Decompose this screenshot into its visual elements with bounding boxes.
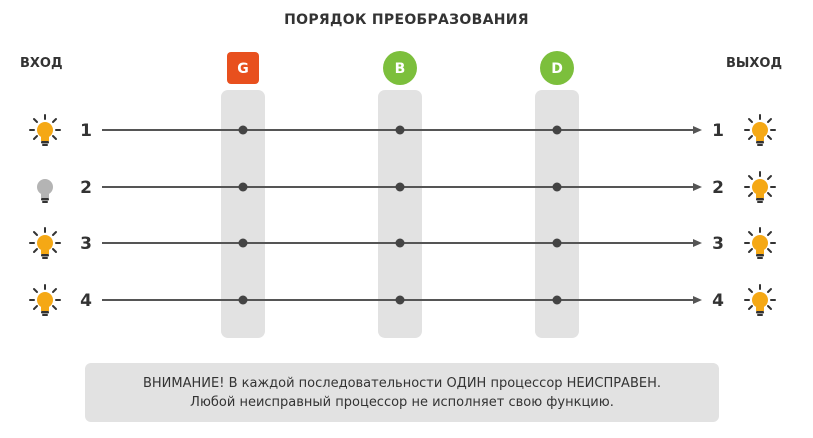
- warning-line-1: ВНИМАНИЕ! В каждой последовательности ОД…: [142, 375, 661, 391]
- processor-node: [238, 238, 248, 248]
- warning-line-2: Любой неисправный процессор не исполняет…: [190, 394, 614, 410]
- processor-badge-g: G: [227, 52, 259, 84]
- processor-column-g: [221, 90, 265, 338]
- processor-badge-b: B: [383, 51, 417, 85]
- processor-node: [395, 238, 405, 248]
- processor-letter: B: [395, 61, 406, 77]
- processor-column-b: [378, 90, 422, 338]
- input-bulb-icon: [29, 114, 61, 146]
- processor-node: [238, 125, 248, 135]
- processor-letter: G: [237, 61, 249, 77]
- processor-column-d: [535, 90, 579, 338]
- arrow-head-icon: [693, 183, 702, 191]
- processor-letter: D: [551, 61, 563, 77]
- processor-node: [552, 295, 562, 305]
- diagram-title: ПОРЯДОК ПРЕОБРАЗОВАНИЯ: [284, 12, 529, 28]
- output-number: 1: [712, 121, 724, 141]
- input-number: 4: [80, 291, 92, 311]
- output-bulb-icon: [744, 114, 776, 146]
- warning-notice: ВНИМАНИЕ! В каждой последовательности ОД…: [85, 363, 719, 422]
- output-number: 3: [712, 234, 724, 254]
- processor-node: [238, 182, 248, 192]
- input-number: 1: [80, 121, 92, 141]
- processor-node: [395, 125, 405, 135]
- output-number: 2: [712, 178, 724, 198]
- processor-node: [395, 295, 405, 305]
- output-bulb-icon: [744, 171, 776, 203]
- processor-node: [238, 295, 248, 305]
- processor-node: [552, 182, 562, 192]
- input-bulb-icon: [29, 227, 61, 259]
- arrow-head-icon: [693, 296, 702, 304]
- conversion-diagram: G B D 1 1 2 2 3 3 4 4: [29, 51, 776, 338]
- output-number: 4: [712, 291, 724, 311]
- input-label: ВХОД: [20, 56, 63, 71]
- processor-node: [552, 238, 562, 248]
- output-bulb-icon: [744, 227, 776, 259]
- output-bulb-icon: [744, 284, 776, 316]
- arrow-head-icon: [693, 239, 702, 247]
- input-bulb-icon: [37, 179, 53, 203]
- input-number: 2: [80, 178, 92, 198]
- arrow-head-icon: [693, 126, 702, 134]
- processor-node: [395, 182, 405, 192]
- input-number: 3: [80, 234, 92, 254]
- processor-node: [552, 125, 562, 135]
- input-bulb-icon: [29, 284, 61, 316]
- processor-badge-d: D: [540, 51, 574, 85]
- output-label: ВЫХОД: [726, 56, 783, 71]
